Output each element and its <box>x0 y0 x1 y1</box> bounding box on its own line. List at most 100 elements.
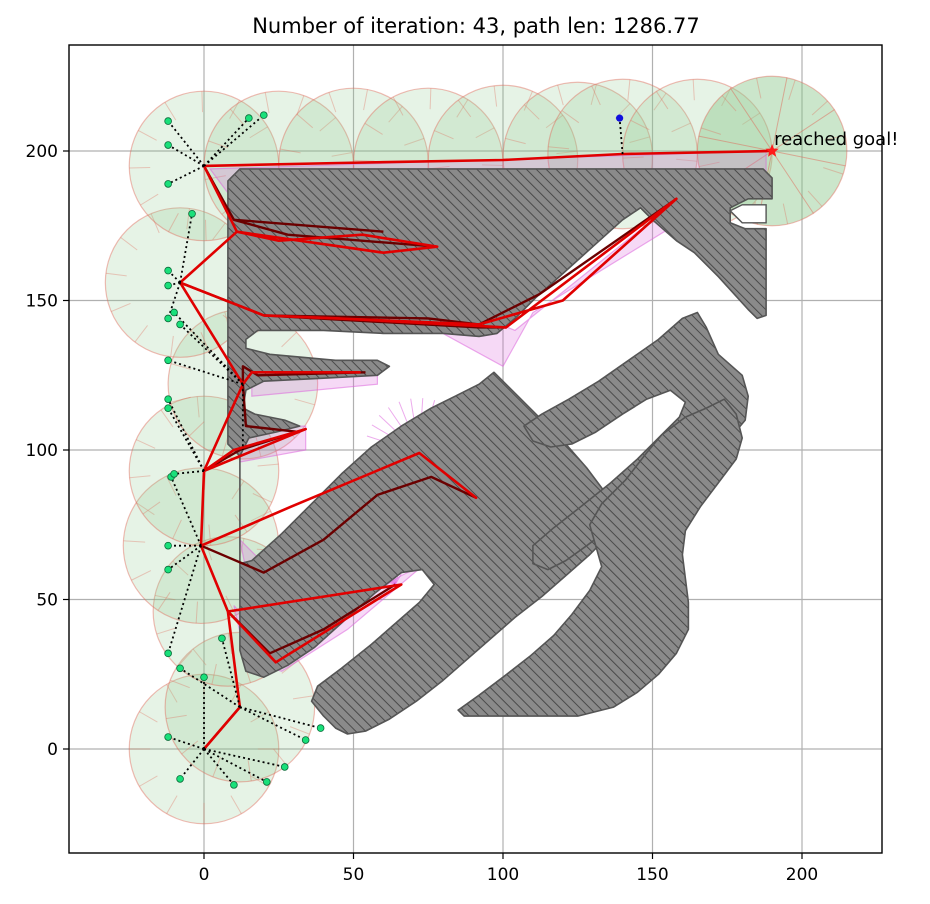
sensor-ray <box>211 663 217 685</box>
x-tick-label: 0 <box>199 865 210 885</box>
sensor-ray <box>294 398 315 406</box>
sensor-ray <box>150 213 160 234</box>
sensor-ray <box>168 213 179 232</box>
frontier-edge <box>179 748 205 780</box>
sensor-ray <box>120 236 138 251</box>
sensor-ray <box>227 633 233 655</box>
path-line <box>178 149 773 750</box>
sensor-ray <box>823 167 844 175</box>
sensor-ray <box>166 684 178 703</box>
frontier-edge <box>167 545 202 654</box>
frontier-node <box>170 308 178 317</box>
sensor-ray <box>129 475 151 479</box>
frontier-node <box>164 565 172 574</box>
frontier-edge <box>167 359 244 386</box>
sensor-ray <box>204 468 207 490</box>
frontier-edge <box>179 667 241 708</box>
y-tick-label: 50 <box>36 591 58 611</box>
sensor-ray <box>249 126 268 139</box>
sensor-ray <box>429 88 432 110</box>
tree-edge <box>241 365 366 385</box>
sensor-ray <box>247 760 252 782</box>
sensor-ray <box>482 164 503 167</box>
sensor-ray <box>170 679 190 689</box>
chart-title: Number of iteration: 43, path len: 1286.… <box>252 14 700 38</box>
frontier-node <box>170 470 178 478</box>
sensor-ray <box>230 684 242 703</box>
sensor-ray <box>205 175 226 180</box>
frontier-node <box>164 395 172 403</box>
frontier-node <box>164 541 172 550</box>
obstacle-polygon <box>227 168 773 735</box>
sensor-ray <box>170 396 191 403</box>
frontier-node <box>280 763 289 771</box>
sensor-ray <box>292 695 314 700</box>
y-tick-label: 0 <box>47 740 58 760</box>
sensor-ray <box>105 272 127 277</box>
sensor-ray <box>177 650 192 667</box>
frontier-edge <box>239 706 307 741</box>
sensor-ray <box>188 421 205 437</box>
frontier-node <box>164 141 172 149</box>
sensor-ray <box>154 594 176 601</box>
sensor-ray <box>319 117 336 132</box>
sensor-ray <box>475 127 495 139</box>
sensor-ray <box>139 711 158 723</box>
sensor-ray <box>556 150 578 155</box>
obstacle-notch <box>729 204 767 224</box>
tree-edge <box>233 218 384 233</box>
sensor-ray <box>363 89 368 111</box>
sensor-ray <box>201 91 203 113</box>
sensor-ray <box>257 463 279 467</box>
frontier-edge <box>203 748 268 783</box>
sensor-ray <box>721 95 737 112</box>
sensor-ray <box>138 129 157 141</box>
sensor-ray <box>212 222 226 240</box>
sensor-ray <box>205 219 207 241</box>
sensor-ray <box>229 108 245 126</box>
goal-sensor-ray <box>772 150 846 167</box>
sensor-ray <box>279 148 301 154</box>
frontier-node <box>259 111 268 119</box>
sensor-ray <box>721 87 732 107</box>
frontier-node <box>164 266 172 275</box>
frontier-node <box>164 733 172 741</box>
sensor-ray <box>157 592 171 611</box>
sensor-ray <box>561 110 580 124</box>
sensor-ray <box>505 137 526 145</box>
sensor-ray <box>273 748 288 766</box>
sensor-ray <box>676 158 698 162</box>
sensor-ray <box>250 510 271 522</box>
sensor-ray <box>404 137 425 146</box>
sensor-ray <box>195 601 198 624</box>
sensor-ray <box>296 95 305 116</box>
obstacle-polygon <box>457 398 744 717</box>
sensor-ray <box>264 92 270 114</box>
frontier-edges <box>167 114 624 786</box>
frontier-node <box>176 775 184 783</box>
sensor-ray <box>255 436 262 457</box>
sensor-ray <box>196 396 200 418</box>
frontier-edge <box>167 165 205 185</box>
sensor-ray <box>134 325 148 343</box>
sensor-ray <box>225 595 237 616</box>
plot-content <box>104 75 848 825</box>
sensor-ray <box>234 514 248 533</box>
sensor-ray <box>590 84 597 105</box>
sensor-ray <box>824 134 846 141</box>
obstacle-polygon <box>523 311 750 571</box>
sensor-ray <box>523 91 533 111</box>
frontier-node <box>164 281 172 290</box>
sensor-ray <box>208 140 229 149</box>
goal-sensor-ray <box>698 135 773 152</box>
sensor-ray <box>630 119 650 131</box>
goal-sensor-ray <box>771 109 835 152</box>
sensor-ray <box>698 161 720 168</box>
sensor-ray <box>523 104 540 120</box>
current-node <box>616 114 624 122</box>
sensor-ray <box>548 146 570 150</box>
y-tick-label: 200 <box>26 142 58 162</box>
sensor-ray <box>591 85 601 106</box>
planned-path <box>178 149 773 750</box>
